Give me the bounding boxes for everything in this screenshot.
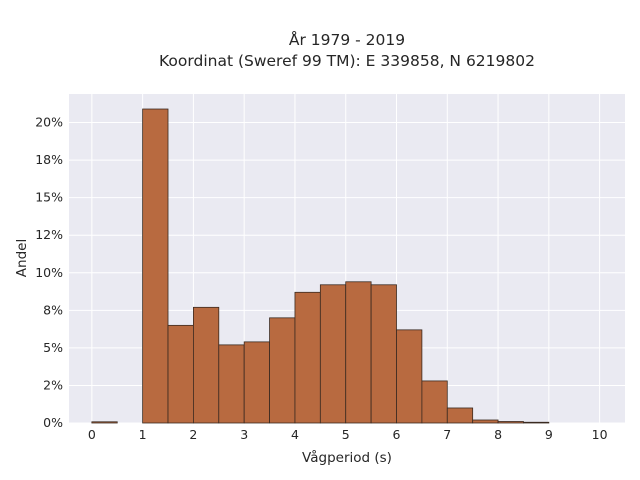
histogram-bar [345, 281, 372, 424]
histogram-bar [294, 291, 321, 424]
y-axis-label: Andel [14, 239, 30, 277]
y-tick-label: 5% [43, 340, 63, 355]
histogram-bar [497, 421, 524, 424]
bars [91, 108, 550, 424]
histogram-bar [193, 306, 220, 424]
chart-subtitle: Koordinat (Sweref 99 TM): E 339858, N 62… [159, 52, 535, 70]
y-tick-label: 2% [43, 377, 63, 392]
chart-title: År 1979 - 2019 [289, 30, 405, 49]
histogram-bar [167, 324, 194, 424]
y-tick-label: 12% [35, 227, 63, 242]
histogram-bar [142, 108, 169, 424]
x-tick-label: 10 [592, 427, 608, 442]
histogram-bar [218, 344, 245, 424]
y-tick-label: 8% [43, 302, 63, 317]
y-tick-label: 15% [35, 190, 63, 205]
x-tick-label: 3 [240, 427, 248, 442]
y-tick-label: 10% [35, 265, 63, 280]
x-tick-label: 7 [443, 427, 451, 442]
y-tick-labels: 0% 2% 5% 8% 10% 12% 15% 18% 20% [35, 115, 63, 430]
x-tick-labels: 0 1 2 3 4 5 6 7 8 9 10 [88, 427, 608, 442]
x-tick-label: 4 [291, 427, 299, 442]
histogram-bar [319, 284, 347, 424]
x-tick-label: 1 [139, 427, 147, 442]
histogram-bar [370, 284, 397, 424]
x-tick-label: 0 [88, 427, 96, 442]
histogram-bar [421, 380, 448, 424]
x-tick-label: 8 [494, 427, 502, 442]
y-tick-label: 18% [35, 152, 63, 167]
histogram-bar [446, 407, 474, 424]
x-tick-label: 5 [342, 427, 350, 442]
histogram-bar [269, 317, 296, 424]
x-axis-label: Vågperiod (s) [302, 449, 392, 466]
histogram-bar [523, 421, 550, 424]
x-tick-label: 2 [189, 427, 197, 442]
histogram-bar [472, 419, 499, 424]
histogram-bar [91, 421, 118, 424]
x-tick-label: 6 [393, 427, 401, 442]
histogram-bar [396, 329, 423, 424]
histogram-bar [243, 341, 270, 424]
y-tick-label: 20% [35, 115, 63, 130]
x-tick-label: 9 [545, 427, 553, 442]
y-tick-label: 0% [43, 415, 63, 430]
